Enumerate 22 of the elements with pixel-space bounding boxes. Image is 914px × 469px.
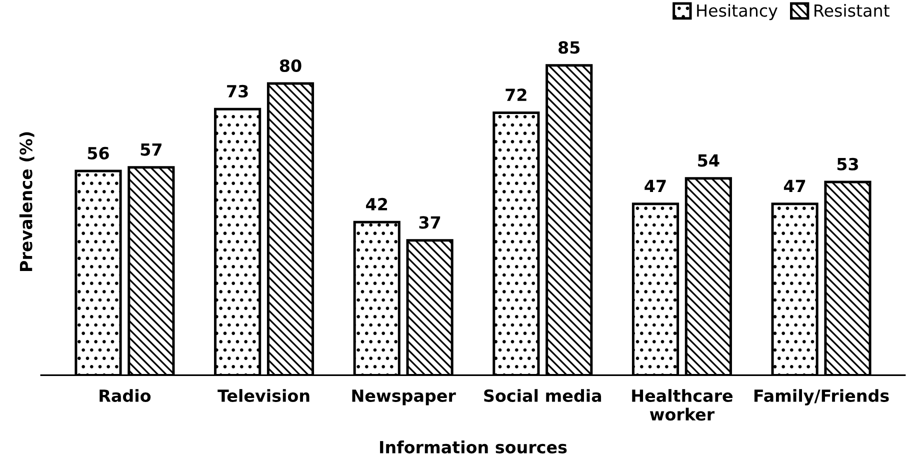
x-tick-label: Newspaper — [352, 390, 456, 406]
data-label: 47 — [644, 180, 666, 192]
legend-label: Hesitancy — [697, 4, 778, 20]
data-label: 73 — [227, 84, 248, 98]
y-axis-title: Prevalence (%) — [19, 132, 34, 271]
x-axis-title: Information sources — [380, 440, 567, 454]
data-label: 37 — [419, 216, 440, 229]
data-label: 53 — [837, 158, 858, 170]
data-label: 42 — [366, 198, 388, 210]
data-label: 47 — [784, 180, 806, 192]
data-label: 56 — [88, 146, 109, 160]
legend-label: Resistant — [814, 4, 890, 17]
x-tick-label: Healthcare worker — [632, 389, 732, 421]
data-label: 72 — [506, 88, 526, 101]
x-tick-label: Television — [218, 389, 310, 402]
x-tick-label: Family/Friends — [754, 389, 889, 406]
data-label: 57 — [140, 143, 162, 156]
data-label: 85 — [558, 41, 580, 54]
data-label: 54 — [698, 154, 720, 167]
data-label: 80 — [280, 59, 302, 72]
x-tick-label: Radio — [100, 389, 151, 402]
x-tick-label: Social media — [484, 389, 602, 402]
